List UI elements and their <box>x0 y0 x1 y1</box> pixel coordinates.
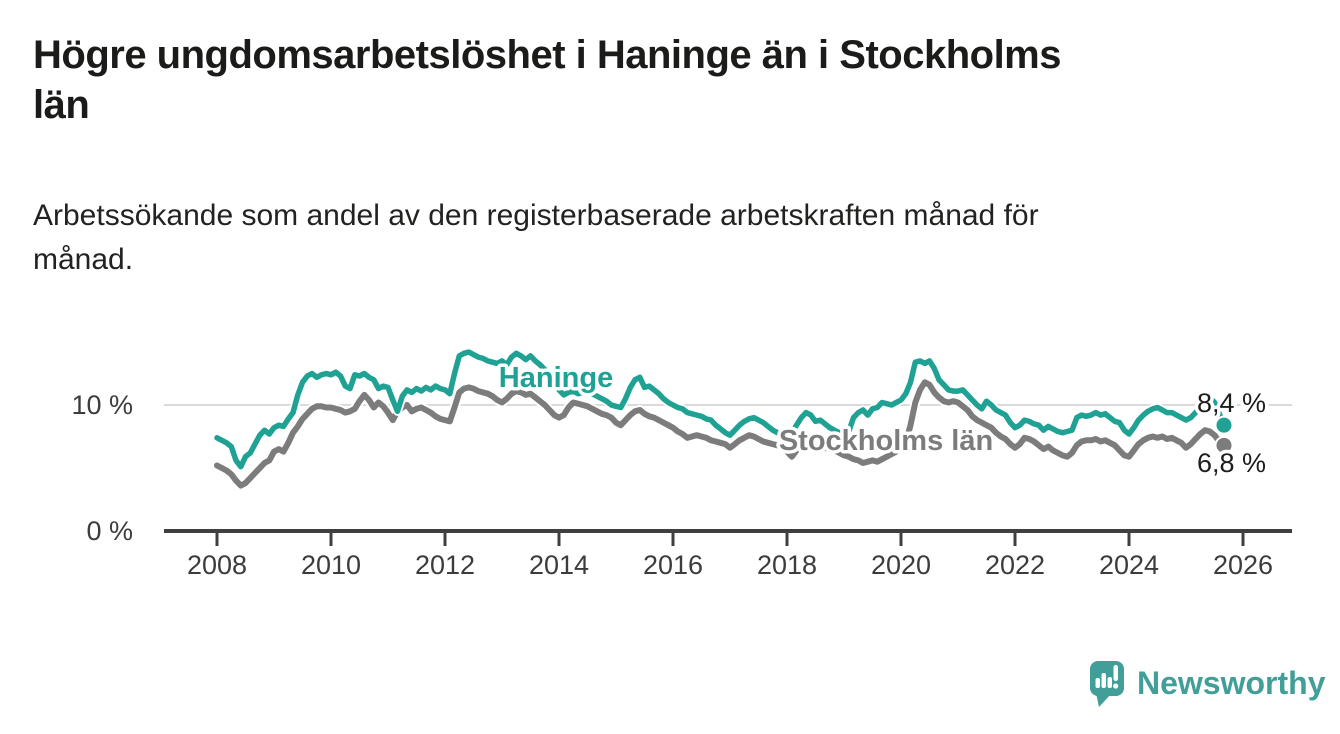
logo-bubble-tail <box>1096 693 1112 707</box>
series-0-label: Haninge <box>499 362 613 394</box>
x-tick-label-2010: 2010 <box>301 550 361 580</box>
x-tick-label-2018: 2018 <box>757 550 817 580</box>
logo-exclamation-dot <box>1113 683 1119 689</box>
x-tick-label-2020: 2020 <box>871 550 931 580</box>
y-tick-label-10: 10 % <box>71 390 133 420</box>
brand-name: Newsworthy <box>1137 665 1326 701</box>
page-subtitle-line1: Arbetssökande som andel av den registerb… <box>33 199 1039 232</box>
series-1-line <box>214 379 1227 489</box>
x-tick-label-2022: 2022 <box>985 550 1045 580</box>
series-1-dot <box>1214 435 1234 455</box>
page-subtitle: Arbetssökande som andel av den registerb… <box>33 194 1253 282</box>
page-subtitle-line2: månad. <box>33 243 134 276</box>
x-tick-label-2008: 2008 <box>187 550 247 580</box>
logo-bar-2 <box>1101 673 1106 688</box>
x-axis-ticks <box>215 533 1245 546</box>
y-tick-label-0: 0 % <box>86 516 133 546</box>
x-tick-label-2024: 2024 <box>1099 550 1159 580</box>
logo-bar-3 <box>1107 677 1112 688</box>
x-tick-label-2016: 2016 <box>643 550 703 580</box>
series-1-end-label: 6,8 % <box>1197 448 1266 478</box>
page-title: Högre ungdomsarbetslöshet i Haninge än i… <box>33 30 1303 130</box>
x-axis-tick-labels: 2008 2010 2012 2014 2016 2018 2020 2022 … <box>187 550 1273 580</box>
series-0-dot <box>1214 415 1234 435</box>
newsworthy-logo: Newsworthy <box>1090 661 1326 707</box>
series-1-label: Stockholms län <box>779 425 993 457</box>
page-title-line2: län <box>33 83 90 127</box>
x-tick-label-2012: 2012 <box>415 550 475 580</box>
logo-bar-chart-icon <box>1095 665 1119 689</box>
logo-exclamation-stem <box>1113 665 1118 681</box>
series-0-end-label: 8,4 % <box>1197 388 1266 418</box>
series-0-line <box>214 349 1227 470</box>
logo-bubble <box>1090 661 1124 696</box>
x-tick-label-2026: 2026 <box>1213 550 1273 580</box>
page-title-line1: Högre ungdomsarbetslöshet i Haninge än i… <box>33 33 1062 77</box>
x-tick-label-2014: 2014 <box>529 550 589 580</box>
logo-bar-1 <box>1095 678 1100 688</box>
